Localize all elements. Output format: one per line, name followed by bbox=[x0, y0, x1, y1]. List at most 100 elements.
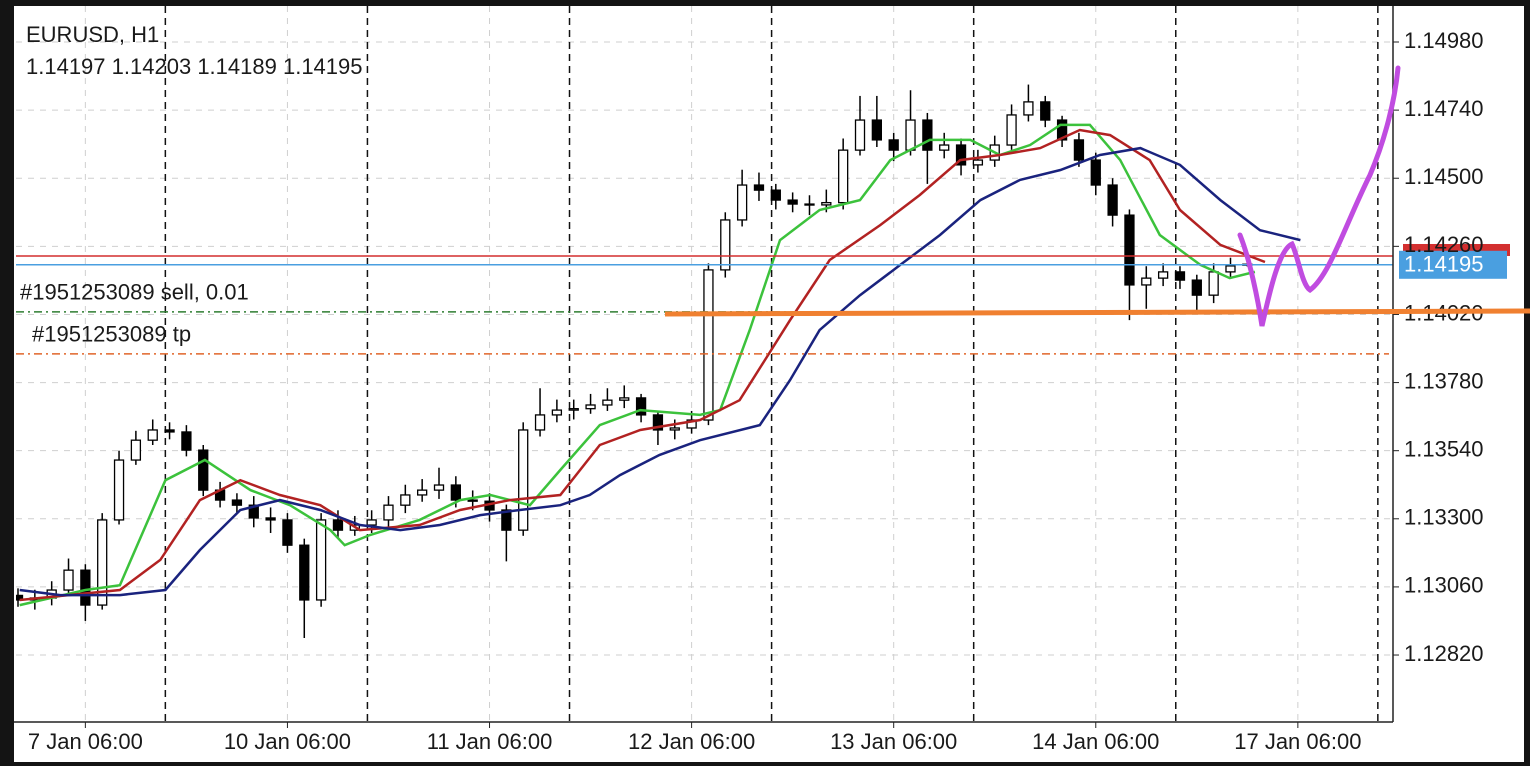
candle-body bbox=[568, 408, 579, 411]
candle-body bbox=[939, 144, 950, 151]
candle-body bbox=[955, 144, 967, 166]
candle-body bbox=[1023, 101, 1034, 116]
candle-body bbox=[181, 431, 192, 451]
y-tick-label: 1.13060 bbox=[1404, 573, 1484, 598]
candle-body bbox=[686, 419, 697, 429]
candle-body bbox=[1174, 271, 1186, 281]
open-readout: 1.14197 bbox=[26, 54, 106, 79]
candle-body bbox=[97, 519, 108, 606]
chart-background bbox=[14, 6, 1524, 762]
price-label-box bbox=[1399, 250, 1507, 279]
x-tick-label: 14 Jan 06:00 bbox=[1032, 729, 1159, 754]
candle-body bbox=[736, 184, 748, 221]
candle-body bbox=[113, 459, 125, 521]
candle-body bbox=[669, 427, 680, 431]
low-readout: 1.14189 bbox=[197, 54, 277, 79]
candle-body bbox=[501, 509, 512, 531]
candle-body bbox=[282, 519, 293, 546]
candle-body bbox=[518, 429, 529, 531]
high-readout: 1.14203 bbox=[112, 54, 192, 79]
candle-body bbox=[147, 429, 158, 441]
candle-body bbox=[1191, 279, 1202, 296]
y-tick-label: 1.12820 bbox=[1404, 641, 1484, 666]
candle-body bbox=[551, 409, 563, 416]
drawn-forecast-path bbox=[1237, 65, 1401, 327]
candle-body bbox=[787, 199, 798, 205]
candle-body bbox=[703, 269, 714, 421]
y-tick-label: 1.14260 bbox=[1404, 232, 1484, 257]
candle-body bbox=[821, 201, 832, 206]
candle-body bbox=[534, 414, 546, 431]
candle-body bbox=[1157, 271, 1169, 279]
candle-body bbox=[720, 219, 731, 271]
order-label: #1951253089 tp bbox=[32, 322, 191, 347]
candle-body bbox=[602, 399, 613, 406]
y-tick-label: 1.13780 bbox=[1404, 368, 1484, 393]
candle-body bbox=[635, 397, 647, 416]
y-tick-label: 1.13300 bbox=[1404, 505, 1484, 530]
candle-body bbox=[1056, 119, 1068, 141]
candle-body bbox=[467, 499, 478, 502]
candle-body bbox=[804, 203, 815, 206]
candle-body bbox=[888, 139, 899, 151]
candle-body bbox=[130, 439, 142, 461]
candle-body bbox=[1208, 271, 1219, 296]
candle-body bbox=[315, 519, 327, 601]
overlay: #1951253089 sell, 0.01 #1951253089 tp 1.14… bbox=[16, 243, 1510, 347]
candle-body bbox=[652, 414, 664, 431]
x-tick-label: 11 Jan 06:00 bbox=[427, 729, 553, 754]
y-tick-label: 1.14740 bbox=[1404, 96, 1484, 121]
chart-title: EURUSD, H1 bbox=[26, 22, 159, 47]
candle-body bbox=[1124, 214, 1135, 286]
x-tick-label: 13 Jan 06:00 bbox=[830, 729, 957, 754]
candle-body bbox=[164, 429, 175, 433]
x-tick-label: 7 Jan 06:00 bbox=[28, 729, 143, 754]
candle-body bbox=[838, 149, 849, 204]
candle-body bbox=[80, 569, 91, 606]
candle-body bbox=[972, 159, 984, 166]
candle-body bbox=[299, 544, 310, 601]
candle-body bbox=[383, 504, 394, 521]
candle-body bbox=[922, 119, 933, 151]
candle-body bbox=[1141, 277, 1152, 286]
candle-body bbox=[400, 494, 411, 506]
candle-body bbox=[1090, 159, 1101, 186]
candle-body bbox=[417, 489, 428, 496]
candle-body bbox=[366, 519, 377, 526]
candle-body bbox=[1073, 139, 1085, 161]
candle-body bbox=[1225, 265, 1236, 273]
plot-area bbox=[16, 6, 1393, 722]
candle-body bbox=[450, 484, 461, 501]
x-tick-label: 10 Jan 06:00 bbox=[224, 729, 351, 754]
candle-body bbox=[1107, 184, 1118, 216]
y-tick-label: 1.13540 bbox=[1404, 436, 1484, 461]
candle-body bbox=[16, 594, 24, 601]
candle-body bbox=[231, 499, 243, 506]
drawn-level-line bbox=[664, 308, 1530, 317]
candle-body bbox=[265, 517, 276, 521]
candle-body bbox=[871, 119, 882, 141]
x-tick-label: 12 Jan 06:00 bbox=[628, 729, 755, 754]
y-tick-label: 1.14500 bbox=[1404, 164, 1484, 189]
close-readout: 1.14195 bbox=[283, 54, 363, 79]
x-tick-label: 17 Jan 06:00 bbox=[1234, 729, 1361, 754]
candle-body bbox=[63, 569, 74, 591]
candle-body bbox=[1006, 114, 1017, 146]
candle-body bbox=[332, 519, 344, 531]
order-label: #1951253089 sell, 0.01 bbox=[20, 280, 249, 305]
candle-body bbox=[198, 449, 209, 491]
candle-body bbox=[854, 119, 866, 151]
candle-body bbox=[433, 484, 445, 491]
candle-body bbox=[585, 404, 596, 410]
price-label: 1.14195 bbox=[1404, 252, 1484, 277]
moving-average-line bbox=[19, 128, 1266, 602]
candle-body bbox=[753, 184, 765, 191]
candle-body bbox=[248, 504, 259, 519]
candle-body bbox=[1040, 101, 1051, 121]
candle-body bbox=[905, 119, 916, 151]
moving-average-line bbox=[19, 146, 1301, 597]
ohlc-readout: 1.14197 1.14203 1.14189 1.14195 bbox=[26, 54, 363, 79]
candle-body bbox=[619, 397, 630, 401]
